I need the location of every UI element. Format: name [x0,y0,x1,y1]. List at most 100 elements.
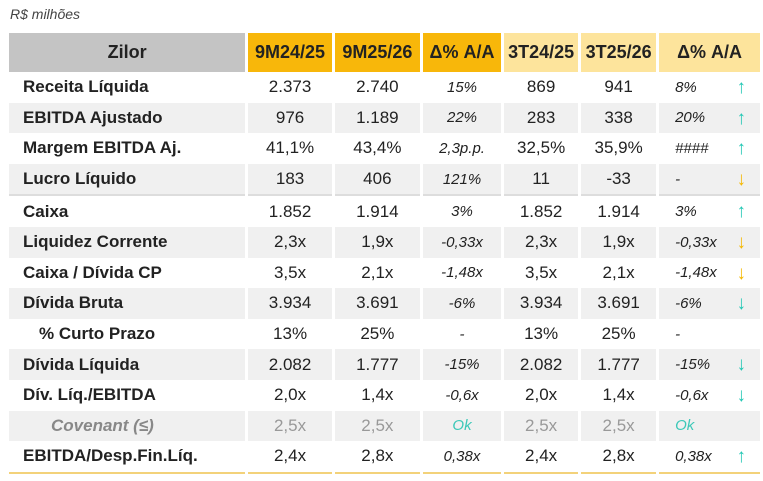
value-text: -6% [448,294,476,312]
arrow-up-icon: ↑ [736,201,747,223]
value-text: 1.189 [356,107,399,127]
value-text: 0,38x [675,447,712,465]
table-row: Caixa 1.852 1.914 3% 1.852 1.914 3% ↑ [9,196,760,227]
cell-value: Ok [659,410,760,442]
financial-table: Zilor 9M24/25 9M25/26 Δ% A/A 3T24/25 3T2… [6,33,763,474]
cell-value: 976 [248,102,332,134]
cell-value: 1.852 [504,196,578,227]
cell-value: 2,5x [504,410,579,442]
value-text: 13% [273,324,308,344]
table-row: Lucro Líquido 183 406 121% 11 -33- ↓ [9,163,760,197]
value-text: 1,4x [361,385,394,405]
value-text: 3.691 [356,293,399,313]
cell-value: 1.914 [335,196,420,227]
cell-value: 35,9% [581,133,656,164]
value-text: 43,4% [353,138,402,158]
cell-value: 3.934 [504,288,579,319]
value-text: 3% [451,203,473,221]
row-label: Dívida Bruta [9,288,246,319]
row-label: EBITDA Ajustado [9,102,246,134]
cell-value: 41,1% [248,133,331,164]
value-text: -0,33x [441,233,483,251]
table-row: % Curto Prazo 13% 25% - 13% 25% - [9,319,760,350]
cell-value: 3% [423,196,501,227]
arrow-down-icon: ↓ [736,384,747,406]
header-3t-delta: Δ% A/A [659,33,760,72]
table-row: Dív. Líq./EBITDA 2,0x 1,4x -0,6x 2,0x 1,4x -0,… [9,380,760,411]
value-text: 2.740 [356,77,399,97]
cell-value: 2,8x [334,441,420,474]
cell-value: 283 [504,102,579,134]
value-text: 0,38x [443,447,481,465]
value-text: 283 [526,107,556,127]
cell-value: 1,9x [581,226,657,258]
row-label: % Curto Prazo [39,324,156,344]
value-text: 941 [604,77,633,97]
arrow-up-icon: ↑ [736,77,747,98]
value-text: 976 [275,107,305,127]
cell-value: - ↓ [659,163,760,197]
cell-value: 2,3x [248,226,332,258]
cell-value: 20% ↑ [659,102,760,134]
value-text: 13% [524,324,559,344]
value-text: 22% [447,109,478,127]
row-label: Liquidez Corrente [9,226,246,258]
cell-value: 25% [335,319,420,350]
value-text: Ok [452,417,472,435]
cell-value: 183 [248,163,332,197]
cell-value: 1,9x [334,226,420,258]
cell-value: 1.914 [581,196,656,227]
cell-value: 3% ↑ [659,196,760,227]
cell-value: -6% [422,288,502,319]
value-text: 11 [532,169,550,189]
cell-value: 1.189 [334,102,420,134]
cell-value: 1,4x [335,380,420,411]
value-text: 2.082 [519,354,563,374]
table-row: EBITDA Ajustado 976 1.189 22% 283 338 20% ↑ [9,102,760,134]
value-text: 183 [275,169,305,189]
cell-value: -1,48x [423,258,501,289]
arrow-down-icon: ↓ [736,354,747,376]
cell-value: #### ↑ [659,133,760,164]
value-text: 406 [363,169,392,189]
cell-value: -0,33x [422,226,502,258]
cell-value: 2.082 [504,349,579,380]
header-3t-curr: 3T25/26 [581,33,657,72]
cell-value: 1.777 [334,349,420,380]
value-text: -15% [675,356,711,374]
cell-value: Ok [422,410,502,442]
value-text: 1.852 [519,201,563,221]
row-label: Lucro Líquido [9,163,246,197]
value-text: - [459,325,465,343]
value-text: -0,6x [675,386,709,404]
table-row: Dívida Bruta 3.934 3.691 -6% 3.934 3.691 -6% ↓ [9,288,760,319]
value-text: -0,33x [675,233,717,251]
cell-value: -15% ↓ [659,349,760,380]
value-text: -6% [675,294,702,312]
value-text: 2.373 [268,77,312,97]
cell-value: 2.082 [248,349,332,380]
arrow-down-icon: ↓ [736,231,747,253]
cell-value: 22% [422,102,502,134]
cell-value: 11 [504,163,579,197]
table-row: Covenant (≤) 2,5x 2,5x Ok 2,5x 2,5x Ok [9,410,760,442]
cell-value: 3,5x [248,258,331,289]
value-text: 32,5% [517,138,566,158]
header-9m-delta: Δ% A/A [422,33,502,72]
table-row: EBITDA/Desp.Fin.Líq. 2,4x 2,8x 0,38x 2,4x 2,8… [9,441,760,474]
arrow-up-icon: ↑ [736,446,747,468]
value-text: 1.852 [268,201,312,221]
value-text: 2,5x [525,415,558,435]
arrow-up-icon: ↑ [736,138,747,160]
cell-value: 32,5% [504,133,578,164]
row-label: Receita Líquida [23,77,149,97]
cell-value: 1.777 [581,349,657,380]
cell-value: 2,4x [248,441,332,474]
value-text: 1,4x [602,385,635,405]
cell-value: -0,6x ↓ [659,380,760,411]
value-text: 2,1x [602,262,635,282]
value-text: 2,8x [361,446,394,466]
value-text: 2,3p.p. [439,139,485,157]
arrow-down-icon: ↓ [736,293,747,315]
value-text: 2,1x [361,262,394,282]
